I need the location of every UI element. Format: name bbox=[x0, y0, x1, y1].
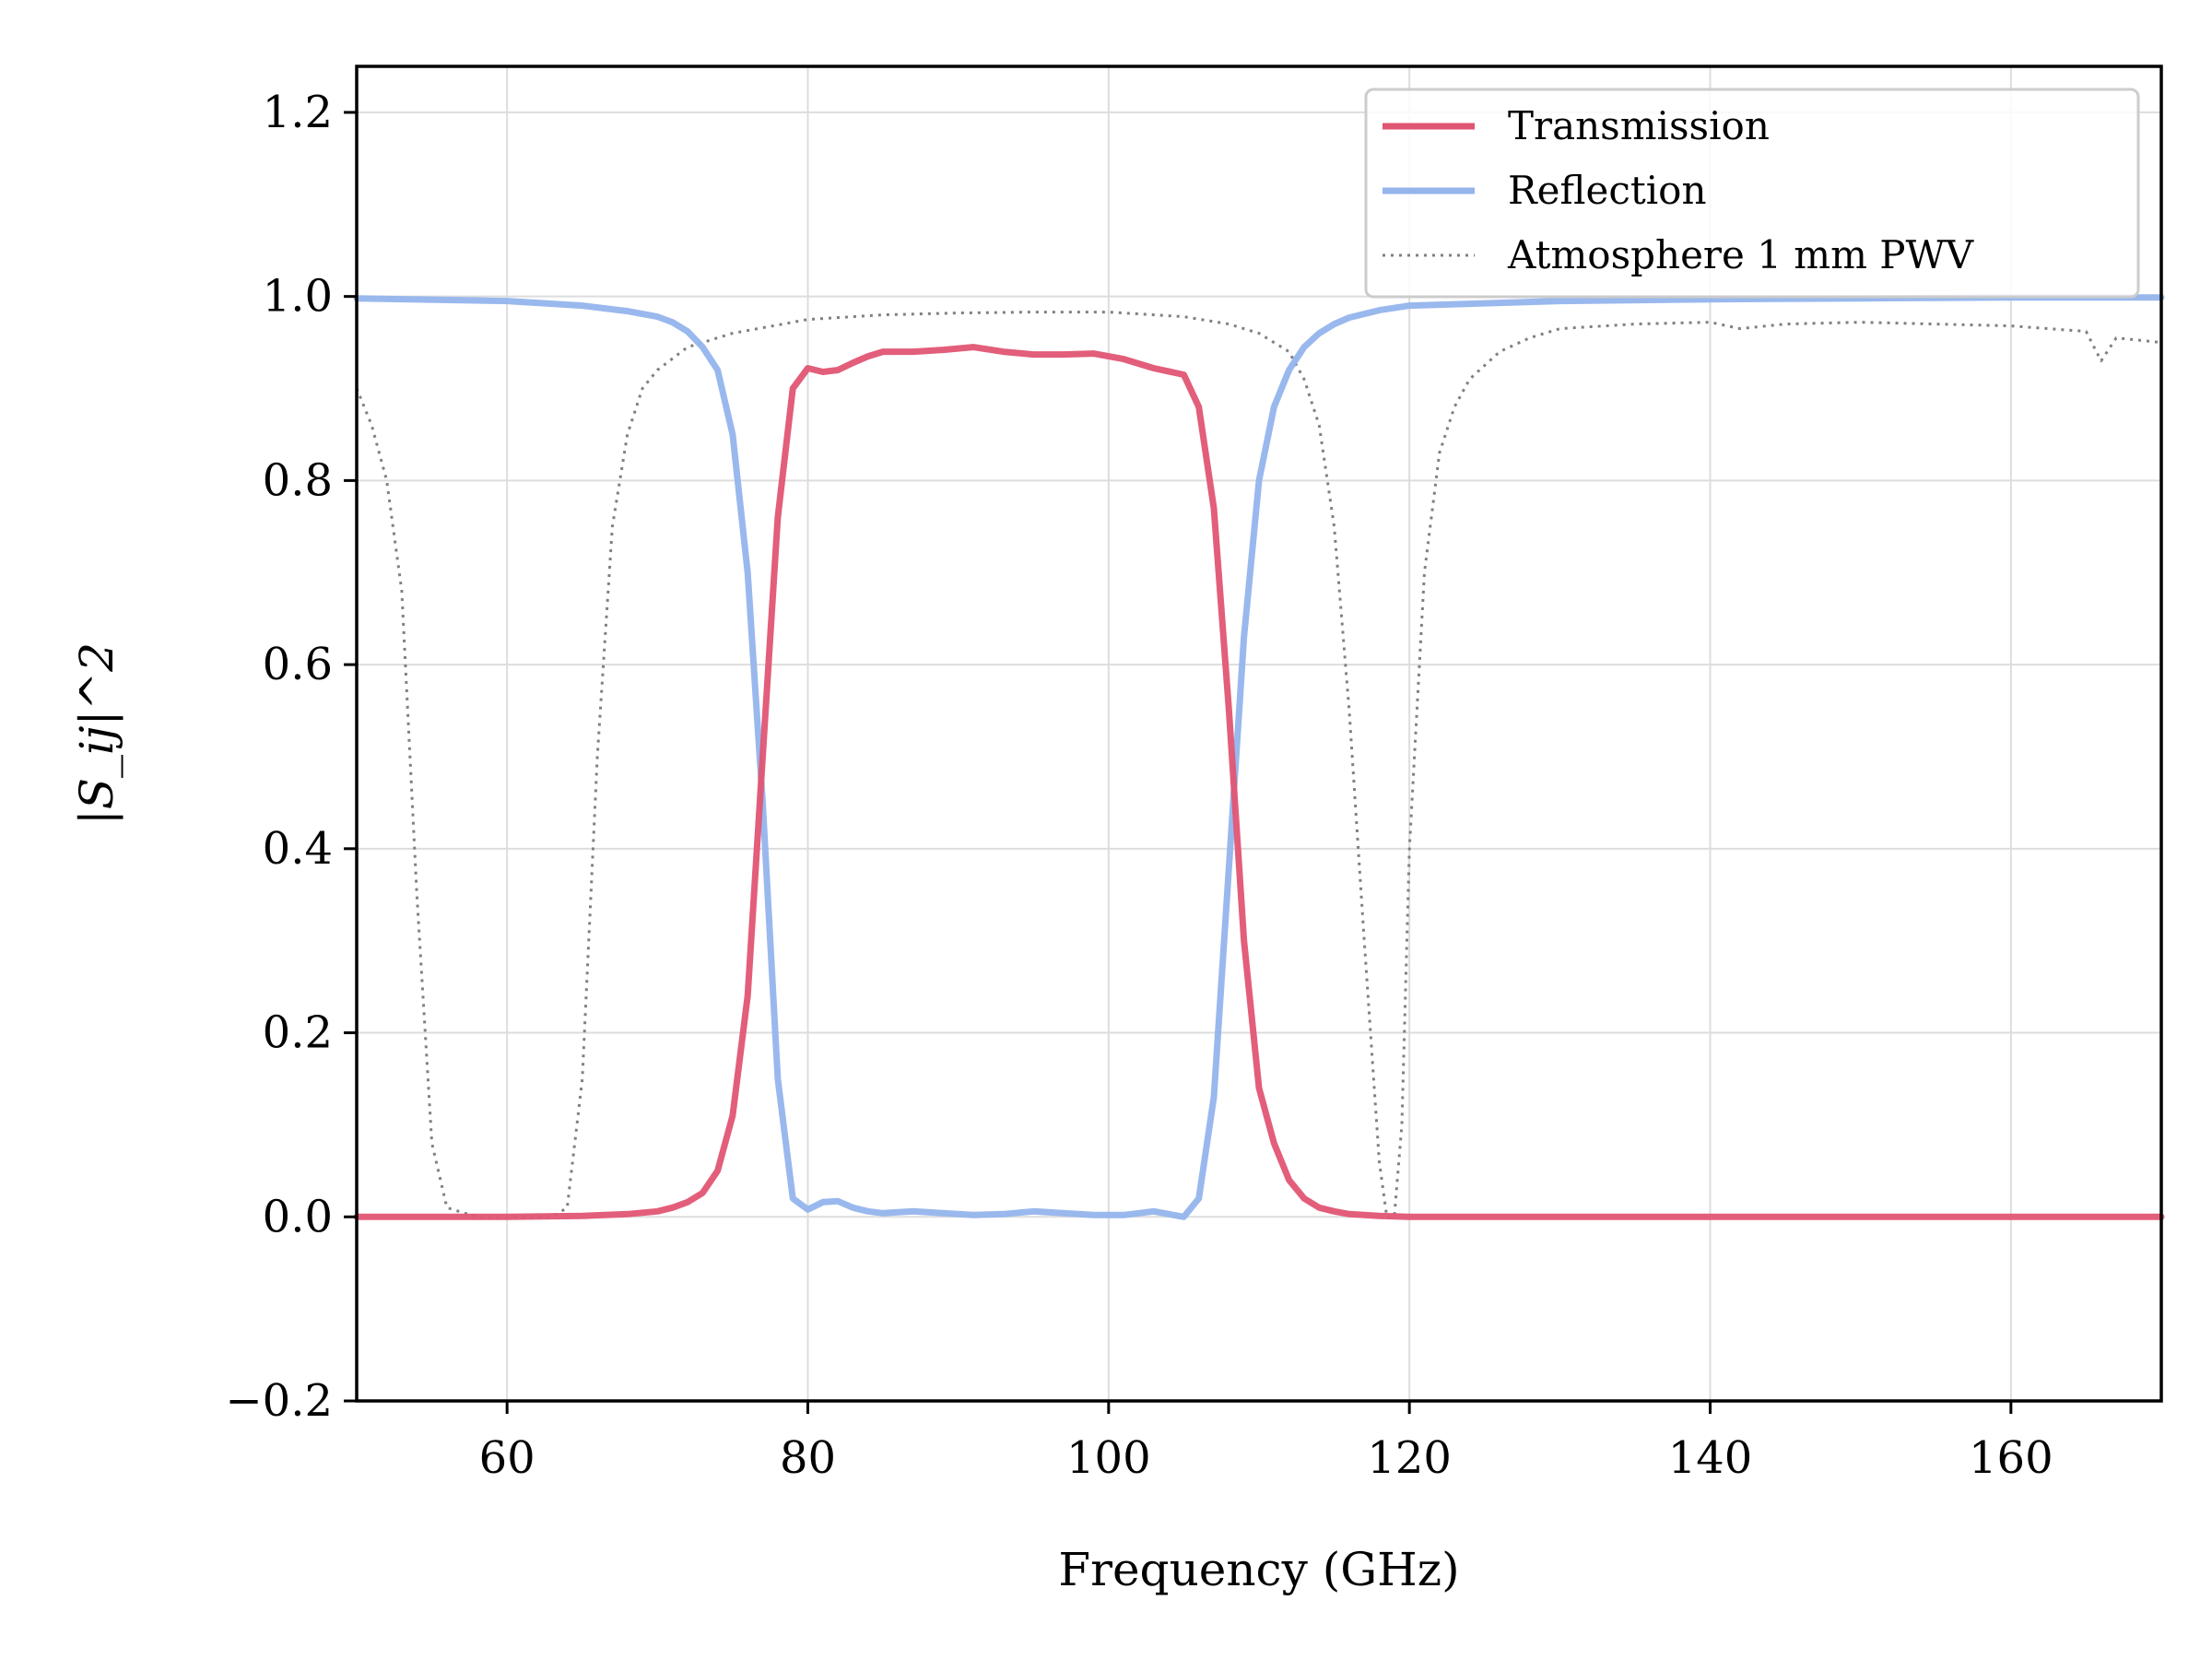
x-tick-label-4: 140 bbox=[1668, 1432, 1753, 1484]
legend-label-2: Atmosphere 1 mm PWV bbox=[1507, 232, 1974, 277]
x-axis-label: Frequency (GHz) bbox=[1058, 1543, 1459, 1596]
legend-label-1: Reflection bbox=[1508, 168, 1707, 213]
y-tick-label-0: −0.2 bbox=[225, 1375, 333, 1427]
x-tick-label-2: 100 bbox=[1066, 1432, 1151, 1484]
y-axis-label-text: |S_ij|^2 bbox=[70, 642, 124, 825]
legend-box bbox=[1364, 88, 2140, 299]
legend-label-0: Transmission bbox=[1508, 103, 1770, 148]
x-tick-label-5: 160 bbox=[1969, 1432, 2053, 1484]
y-tick-label-1: 0.0 bbox=[263, 1191, 333, 1242]
y-axis-label: |S_ij|^2 bbox=[70, 642, 124, 825]
ticks-group: 60 80 100 120 140 160 −0.2 0.0 0.2 0.4 0.6 0.8 1.0 1.… bbox=[225, 87, 2053, 1484]
series-line-transmission bbox=[353, 344, 2165, 1220]
y-tick-label-7: 1.2 bbox=[263, 87, 333, 138]
y-tick-label-4: 0.6 bbox=[263, 639, 333, 690]
series-group bbox=[353, 294, 2165, 1220]
y-tick-label-3: 0.4 bbox=[263, 823, 333, 875]
x-tick-label-1: 80 bbox=[780, 1432, 836, 1484]
x-tick-label-3: 120 bbox=[1367, 1432, 1452, 1484]
series-line-reflection bbox=[353, 294, 2165, 1220]
x-tick-label-0: 60 bbox=[479, 1432, 535, 1484]
grid bbox=[357, 66, 2161, 1402]
y-tick-label-6: 1.0 bbox=[263, 271, 333, 323]
legend: Transmission Reflection Atmosphere 1 mm PW… bbox=[1364, 88, 2140, 299]
y-tick-label-5: 0.8 bbox=[263, 454, 333, 506]
plot-frame bbox=[355, 65, 2163, 1403]
y-tick-label-2: 0.2 bbox=[263, 1007, 333, 1059]
